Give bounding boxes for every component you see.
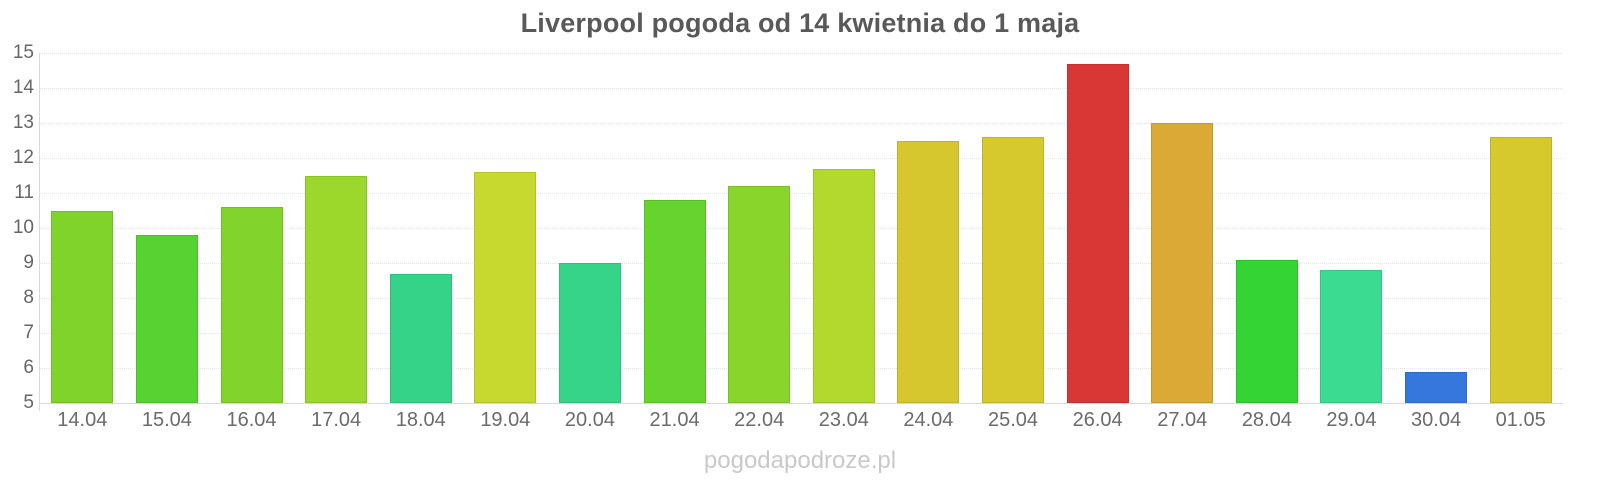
y-tick-label-11: 11 xyxy=(14,182,34,203)
x-tick-label-27.04: 27.04 xyxy=(1157,409,1208,431)
bar-20.04[interactable] xyxy=(558,263,621,403)
chart-title: Liverpool pogoda od 14 kwietnia do 1 maj… xyxy=(520,8,1080,38)
bar-cell-24.04 xyxy=(886,53,971,403)
x-tick-label-30.04: 30.04 xyxy=(1411,409,1462,431)
gridline-y-13 xyxy=(40,123,1563,124)
x-tick-label-22.04: 22.04 xyxy=(734,409,785,431)
y-tick-label-15: 15 xyxy=(12,42,34,63)
bar-25.04[interactable] xyxy=(982,137,1045,403)
bar-22.04[interactable] xyxy=(728,186,791,403)
x-tick-label-01.05: 01.05 xyxy=(1495,409,1546,431)
bar-01.05[interactable] xyxy=(1489,137,1552,403)
y-tick-label-13: 13 xyxy=(12,112,34,133)
x-tick-label-26.04: 26.04 xyxy=(1072,409,1123,431)
bar-30.04[interactable] xyxy=(1405,371,1468,403)
bar-cell-18.04 xyxy=(378,53,463,403)
y-axis-line xyxy=(39,53,40,411)
bar-15.04[interactable] xyxy=(135,235,198,403)
bar-23.04[interactable] xyxy=(812,168,875,403)
x-tick-label-14.04: 14.04 xyxy=(57,409,108,431)
gridline-y-15 xyxy=(40,53,1563,54)
gridline-y-9 xyxy=(40,263,1563,264)
x-tick-label-28.04: 28.04 xyxy=(1241,409,1292,431)
x-tick-label-16.04: 16.04 xyxy=(226,409,277,431)
x-tick-label-29.04: 29.04 xyxy=(1326,409,1377,431)
bar-cell-27.04 xyxy=(1140,53,1225,403)
gridline-y-6 xyxy=(40,368,1563,369)
bar-18.04[interactable] xyxy=(389,273,452,403)
bar-28.04[interactable] xyxy=(1235,259,1298,403)
bar-19.04[interactable] xyxy=(474,172,537,403)
bar-cell-16.04 xyxy=(209,53,294,403)
gridline-y-10 xyxy=(40,228,1563,229)
y-tick-label-5: 5 xyxy=(23,392,34,413)
x-tick-label-25.04: 25.04 xyxy=(987,409,1039,431)
bar-cell-22.04 xyxy=(717,53,802,403)
bar-27.04[interactable] xyxy=(1151,123,1214,403)
gridline-y-8 xyxy=(40,298,1563,299)
x-tick-label-24.04: 24.04 xyxy=(903,409,954,431)
bar-cell-30.04 xyxy=(1394,53,1479,403)
x-tick-label-20.04: 20.04 xyxy=(564,409,615,431)
bar-cell-26.04 xyxy=(1055,53,1140,403)
bar-cell-19.04 xyxy=(463,53,548,403)
bar-26.04[interactable] xyxy=(1066,63,1129,403)
y-tick-label-7: 7 xyxy=(23,322,34,343)
y-tick-label-9: 9 xyxy=(23,252,34,273)
bar-29.04[interactable] xyxy=(1320,270,1383,403)
gridline-y-12 xyxy=(40,158,1563,159)
bar-cell-14.04 xyxy=(40,53,125,403)
x-tick-label-17.04: 17.04 xyxy=(311,409,362,431)
x-tick-label-19.04: 19.04 xyxy=(480,409,531,431)
x-tick-label-15.04: 15.04 xyxy=(141,409,192,431)
x-tick-label-23.04: 23.04 xyxy=(818,409,869,431)
gridline-y-14 xyxy=(40,88,1563,89)
y-tick-label-10: 10 xyxy=(12,217,34,238)
y-tick-label-14: 14 xyxy=(12,77,34,98)
y-tick-label-8: 8 xyxy=(23,287,34,308)
gridline-y-7 xyxy=(40,333,1563,334)
bar-cell-28.04 xyxy=(1225,53,1310,403)
bar-17.04[interactable] xyxy=(305,175,368,403)
bar-16.04[interactable] xyxy=(220,207,283,403)
bar-cell-23.04 xyxy=(802,53,887,403)
x-tick-label-21.04: 21.04 xyxy=(649,409,700,431)
watermark: pogodapodroze.pl xyxy=(703,447,897,474)
bar-24.04[interactable] xyxy=(897,140,960,403)
bar-cell-21.04 xyxy=(632,53,717,403)
bar-cell-17.04 xyxy=(294,53,379,403)
bar-14.04[interactable] xyxy=(51,210,114,403)
bar-cell-29.04 xyxy=(1309,53,1394,403)
x-axis-line xyxy=(40,403,1563,404)
gridline-y-11 xyxy=(40,193,1563,194)
x-tick-label-18.04: 18.04 xyxy=(395,409,446,431)
plot-area xyxy=(40,53,1563,404)
bar-cell-15.04 xyxy=(125,53,210,403)
y-tick-label-12: 12 xyxy=(12,147,34,168)
bar-cell-20.04 xyxy=(548,53,633,403)
bar-cell-25.04 xyxy=(971,53,1056,403)
y-tick-label-6: 6 xyxy=(23,357,34,378)
bar-cell-01.05 xyxy=(1478,53,1563,403)
bar-21.04[interactable] xyxy=(643,200,706,403)
